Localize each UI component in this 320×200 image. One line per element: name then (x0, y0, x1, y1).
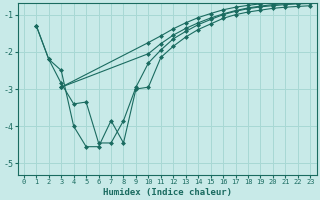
X-axis label: Humidex (Indice chaleur): Humidex (Indice chaleur) (103, 188, 232, 197)
